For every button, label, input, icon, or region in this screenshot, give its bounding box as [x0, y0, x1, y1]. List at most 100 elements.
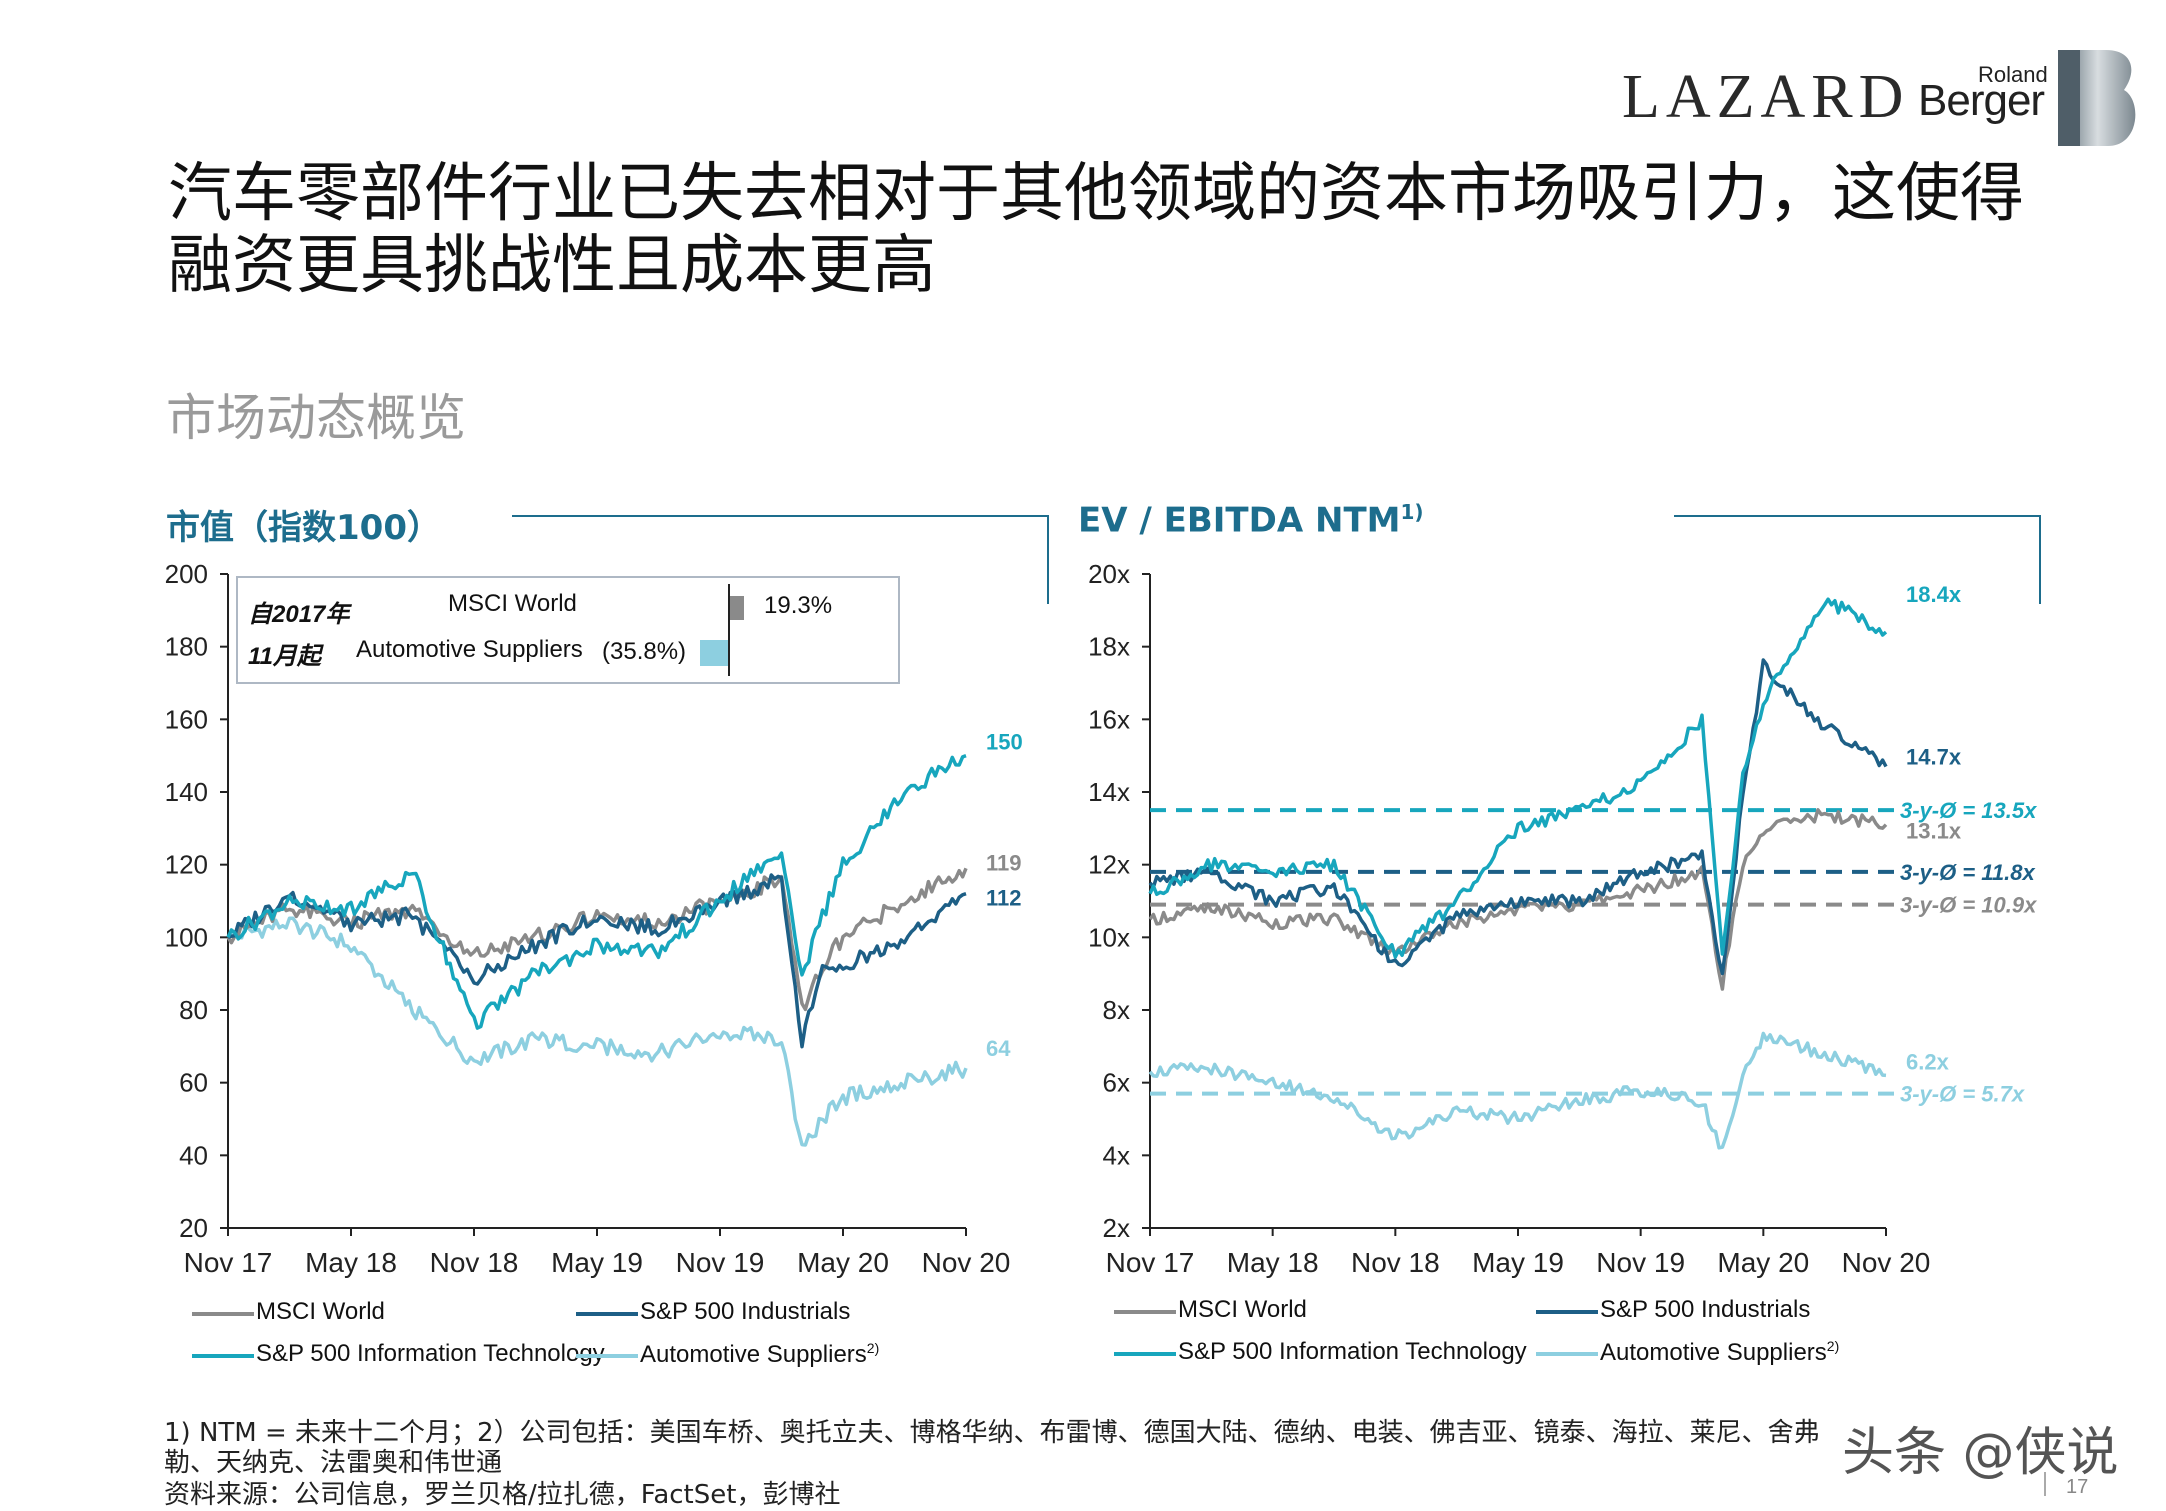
end-label-s-p-500-industrials: 14.7x — [1906, 745, 1962, 770]
page-subtitle: 市场动态概览 — [166, 389, 466, 447]
end-label-msci-world: 13.1x — [1906, 819, 1962, 844]
right-panel-title-sup: 1) — [1400, 500, 1424, 524]
x-tick-label: Nov 19 — [1596, 1247, 1685, 1278]
x-tick-label: May 19 — [551, 1247, 643, 1278]
x-tick-label: Nov 18 — [1351, 1247, 1440, 1278]
legend-auto-right: Automotive Suppliers2) — [1600, 1338, 1839, 1367]
inset-zero-line — [728, 584, 730, 676]
legend-auto-sup-right: 2) — [1826, 1338, 1840, 1354]
roland-berger-b-icon — [2058, 50, 2136, 146]
roland-berger-logo-text: Berger — [1918, 76, 2045, 125]
legend-industrials: S&P 500 Industrials — [640, 1298, 851, 1325]
legend-msci: MSCI World — [256, 1298, 385, 1325]
inset-row2-name: Automotive Suppliers — [356, 636, 583, 663]
y-tick-label: 12x — [1088, 850, 1130, 880]
y-tick-label: 80 — [179, 995, 208, 1025]
inset-row1-name: MSCI World — [448, 590, 577, 617]
x-tick-label: Nov 17 — [184, 1247, 273, 1278]
x-tick-label: May 19 — [1472, 1247, 1564, 1278]
end-label-s-p-500-industrials: 112 — [986, 886, 1022, 911]
market-cap-chart: 200 180 160 140 120 100 80 60 40 20 Nov 17 May 18 No… — [165, 559, 1023, 1278]
average-label-automotive-suppliers: 3-y-Ø = 5.7x — [1900, 1082, 2025, 1107]
y-tick-label: 6x — [1103, 1068, 1130, 1098]
x-tick-label: Nov 20 — [1842, 1247, 1931, 1278]
page-number-divider — [2044, 1472, 2046, 1496]
y-tick-label: 8x — [1103, 995, 1130, 1025]
y-tick-label: 10x — [1088, 922, 1130, 952]
y-tick-label: 18x — [1088, 632, 1130, 662]
ev-ebitda-chart: 20x 18x 16x 14x 12x 10x 8x 6x 4x 2x Nov 17 May 18 No… — [1088, 559, 2037, 1278]
legend-auto-text-right: Automotive Suppliers — [1600, 1339, 1827, 1366]
legend-swatch-msci-right — [1114, 1310, 1176, 1314]
legend-swatch-auto — [576, 1354, 638, 1358]
inset-label-line1: 自2017年 — [248, 601, 350, 628]
legend-it: S&P 500 Information Technology — [256, 1340, 605, 1367]
x-tick-label: Nov 19 — [676, 1247, 765, 1278]
x-tick-label: Nov 17 — [1106, 1247, 1195, 1278]
x-tick-label: May 18 — [305, 1247, 397, 1278]
inset-bar-auto — [700, 640, 728, 666]
page-number: 17 — [2066, 1476, 2089, 1498]
y-tick-label: 140 — [165, 777, 208, 807]
end-label-automotive-suppliers: 6.2x — [1906, 1049, 1950, 1074]
series-line-s-p-500-industrials — [227, 873, 967, 1049]
legend-swatch-auto-right — [1536, 1352, 1598, 1356]
series-line-automotive-suppliers — [1148, 1031, 1887, 1150]
x-tick-label: May 20 — [797, 1247, 889, 1278]
series-line-s-p-500-industrials — [1148, 658, 1888, 976]
y-tick-label: 40 — [179, 1140, 208, 1170]
x-tick-label: Nov 20 — [922, 1247, 1011, 1278]
legend-swatch-msci — [192, 1312, 254, 1316]
y-tick-label: 200 — [165, 559, 208, 589]
inset-row2-value: (35.8%) — [602, 638, 687, 665]
legend-it-right: S&P 500 Information Technology — [1178, 1338, 1527, 1365]
lazard-logo: LAZARD — [1622, 63, 1910, 131]
x-tick-label: May 20 — [1717, 1247, 1809, 1278]
end-label-automotive-suppliers: 64 — [986, 1036, 1011, 1061]
watermark: 头条 @侠说 — [1842, 1423, 2119, 1483]
footnote-line2: 勒、天纳克、法雷奥和伟世通 — [164, 1448, 503, 1478]
y-tick-label: 2x — [1103, 1213, 1130, 1243]
legend-swatch-it-right — [1114, 1352, 1176, 1356]
series-line-s-p-500-information-technology — [1148, 597, 1888, 959]
legend-msci-right: MSCI World — [1178, 1296, 1307, 1323]
legend-swatch-it — [192, 1354, 254, 1358]
y-tick-label: 14x — [1088, 777, 1130, 807]
right-panel-title: EV / EBITDA NTM1) — [1078, 500, 1424, 540]
end-label-s-p-500-information-technology: 18.4x — [1906, 582, 1962, 607]
inset-label-line2: 11月起 — [248, 643, 321, 670]
roland-berger-logo-top: Roland — [1978, 62, 2048, 87]
right-panel-title-text: EV / EBITDA NTM — [1078, 500, 1401, 541]
legend-industrials-right: S&P 500 Industrials — [1600, 1296, 1811, 1323]
end-label-s-p-500-information-technology: 150 — [986, 730, 1023, 755]
y-tick-label: 100 — [165, 922, 208, 952]
legend-auto: Automotive Suppliers2) — [640, 1340, 879, 1369]
legend-swatch-industrials-right — [1536, 1310, 1598, 1314]
y-tick-label: 20 — [179, 1213, 208, 1243]
footnote-source: 资料来源：公司信息，罗兰贝格/拉扎德，FactSet，彭博社 — [164, 1480, 841, 1510]
series-line-s-p-500-information-technology — [226, 754, 967, 1030]
page-title: 汽车零部件行业已失去相对于其他领域的资本市场吸引力，这使得融资更具挑战性且成本更… — [168, 157, 2024, 303]
average-label-s-p-500-information-technology: 3-y-Ø = 13.5x — [1900, 798, 2037, 823]
y-tick-label: 160 — [165, 704, 208, 734]
end-label-msci-world: 119 — [986, 850, 1022, 875]
footnote-line1: 1) NTM = 未来十二个月；2）公司包括：美国车桥、奥托立夫、博格华纳、布雷… — [164, 1418, 1820, 1448]
inset-row1-value: 19.3% — [764, 592, 833, 619]
legend-auto-sup: 2) — [866, 1340, 880, 1356]
legend-auto-text: Automotive Suppliers — [640, 1341, 867, 1368]
left-panel-title: 市值（指数100） — [166, 508, 441, 548]
y-tick-label: 180 — [165, 632, 208, 662]
inset-box: 自2017年 11月起 MSCI World Automotive Suppli… — [236, 576, 900, 684]
x-tick-label: May 18 — [1227, 1247, 1319, 1278]
y-tick-label: 120 — [165, 850, 208, 880]
series-line-msci-world — [1148, 808, 1888, 991]
average-label-msci-world: 3-y-Ø = 10.9x — [1900, 893, 2037, 918]
y-tick-label: 60 — [179, 1068, 208, 1098]
average-label-s-p-500-industrials: 3-y-Ø = 11.8x — [1900, 860, 2035, 885]
inset-bar-msci — [730, 596, 744, 620]
y-tick-label: 16x — [1088, 704, 1130, 734]
legend-swatch-industrials — [576, 1312, 638, 1316]
y-tick-label: 20x — [1088, 559, 1130, 589]
